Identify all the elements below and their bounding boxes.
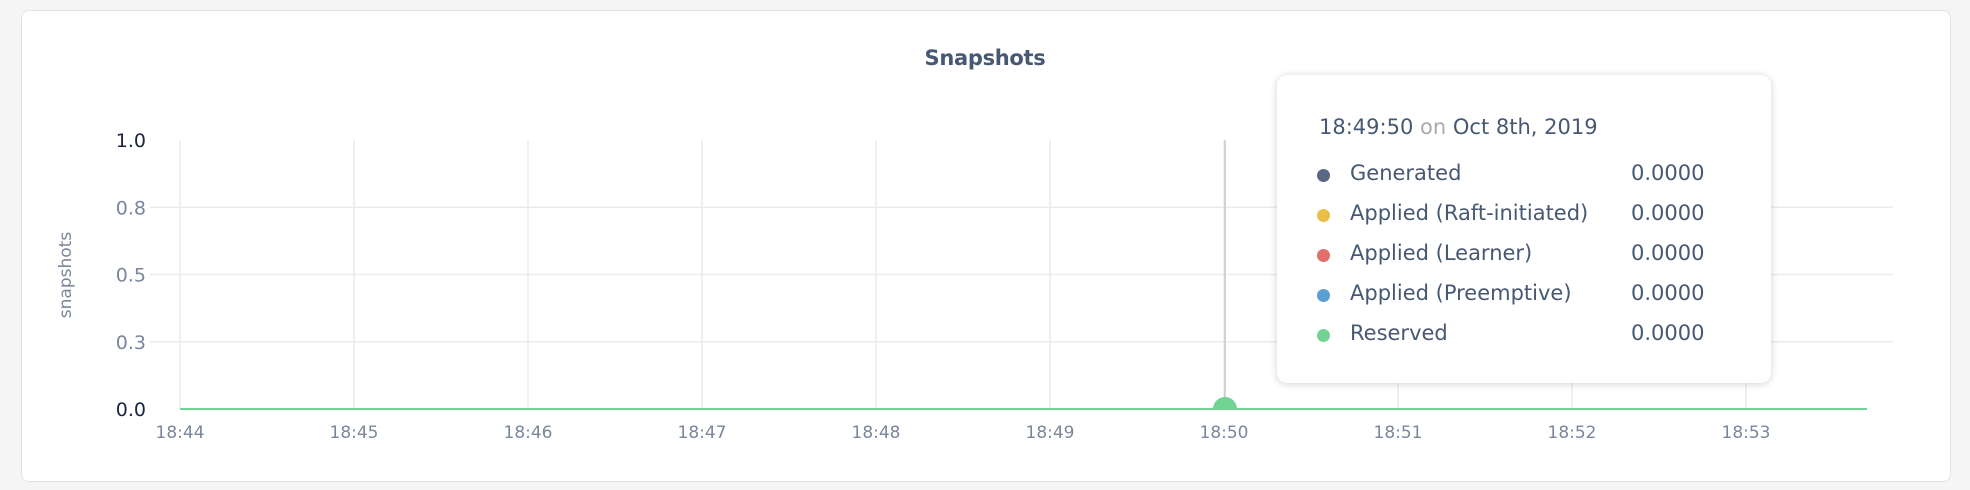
tooltip-series-label: Applied (Raft-initiated) (1350, 201, 1589, 225)
legend-dot-icon (1317, 249, 1330, 262)
y-tick-label: 0.5 (116, 265, 146, 287)
tooltip-row: Applied (Preemptive) 0.0000 (1317, 281, 1757, 311)
x-tick-label: 18:51 (1374, 423, 1423, 443)
tooltip-series-label: Generated (1350, 161, 1462, 185)
tooltip-timestamp: 18:49:50 on Oct 8th, 2019 (1319, 115, 1598, 139)
chart-tooltip: 18:49:50 on Oct 8th, 2019 Generated 0.000… (1277, 75, 1771, 383)
tooltip-series-value: 0.0000 (1631, 281, 1705, 305)
tooltip-time: 18:49:50 (1319, 115, 1414, 139)
tooltip-series-value: 0.0000 (1631, 161, 1705, 185)
x-tick-label: 18:53 (1722, 423, 1771, 443)
y-tick-label: 0.8 (116, 197, 146, 219)
tooltip-date: Oct 8th, 2019 (1452, 115, 1598, 139)
x-tick-label: 18:49 (1026, 423, 1075, 443)
y-tick-label: 1.0 (116, 130, 146, 152)
x-tick-label: 18:52 (1548, 423, 1597, 443)
tooltip-row: Reserved 0.0000 (1317, 321, 1757, 351)
tooltip-on: on (1420, 115, 1447, 139)
legend-dot-icon (1317, 169, 1330, 182)
tooltip-row: Applied (Raft-initiated) 0.0000 (1317, 201, 1757, 231)
chart-title: Snapshots (924, 46, 1046, 70)
tooltip-row: Applied (Learner) 0.0000 (1317, 241, 1757, 271)
tooltip-series-label: Applied (Preemptive) (1350, 281, 1572, 305)
tooltip-series-value: 0.0000 (1631, 321, 1705, 345)
x-tick-label: 18:45 (330, 423, 379, 443)
tooltip-series-value: 0.0000 (1631, 241, 1705, 265)
x-tick-label: 18:48 (852, 423, 901, 443)
tooltip-series-label: Reserved (1350, 321, 1448, 345)
x-tick-label: 18:50 (1200, 423, 1249, 443)
y-tick-label: 0.0 (116, 399, 146, 421)
x-tick-label: 18:46 (504, 423, 553, 443)
y-axis-label: snapshots (56, 232, 76, 319)
y-tick-label: 0.3 (116, 332, 146, 354)
legend-dot-icon (1317, 329, 1330, 342)
tooltip-series-label: Applied (Learner) (1350, 241, 1533, 265)
legend-dot-icon (1317, 289, 1330, 302)
tooltip-series-value: 0.0000 (1631, 201, 1705, 225)
tooltip-row: Generated 0.0000 (1317, 161, 1757, 191)
x-tick-label: 18:44 (156, 423, 205, 443)
hover-point-mask (1211, 410, 1239, 424)
legend-dot-icon (1317, 209, 1330, 222)
x-tick-label: 18:47 (678, 423, 727, 443)
